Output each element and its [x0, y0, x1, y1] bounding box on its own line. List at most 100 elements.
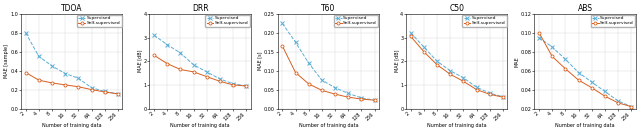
Supervised: [460, 77, 467, 79]
Supervised: [561, 58, 569, 60]
Supervised: [74, 77, 82, 79]
Supervised: [150, 34, 158, 36]
Self-supervised: [22, 72, 29, 73]
Supervised: [371, 99, 378, 101]
Title: TDOA: TDOA: [61, 4, 83, 13]
Supervised: [548, 46, 556, 48]
Line: Self-supervised: Self-supervised: [409, 35, 504, 99]
Self-supervised: [101, 91, 109, 93]
Line: Supervised: Supervised: [409, 31, 504, 98]
Supervised: [499, 96, 507, 97]
Supervised: [446, 70, 454, 71]
Supervised: [189, 64, 197, 66]
Supervised: [318, 79, 326, 81]
Line: Supervised: Supervised: [152, 34, 248, 88]
Supervised: [614, 100, 622, 102]
X-axis label: Number of training data: Number of training data: [42, 123, 102, 128]
Supervised: [22, 32, 29, 34]
Supervised: [344, 93, 352, 94]
Self-supervised: [588, 87, 596, 88]
Self-supervised: [535, 32, 543, 34]
Supervised: [332, 87, 339, 88]
Self-supervised: [74, 86, 82, 88]
Line: Supervised: Supervised: [24, 31, 120, 95]
Supervised: [35, 56, 43, 57]
Self-supervised: [601, 95, 609, 97]
Supervised: [575, 72, 582, 73]
Y-axis label: MAE [dB]: MAE [dB]: [137, 50, 142, 72]
Supervised: [486, 92, 493, 94]
Self-supervised: [35, 79, 43, 81]
Supervised: [588, 81, 596, 83]
X-axis label: Number of training data: Number of training data: [170, 123, 230, 128]
Supervised: [358, 97, 365, 99]
X-axis label: Number of training data: Number of training data: [427, 123, 486, 128]
Legend: Supervised, Self-supervised: Supervised, Self-supervised: [205, 15, 250, 27]
Self-supervised: [292, 72, 300, 73]
Line: Self-supervised: Self-supervised: [152, 54, 248, 88]
Self-supervised: [177, 69, 184, 70]
Line: Supervised: Supervised: [281, 22, 376, 102]
Self-supervised: [561, 68, 569, 70]
Supervised: [229, 83, 237, 84]
Supervised: [114, 93, 122, 95]
Self-supervised: [371, 99, 378, 101]
Supervised: [292, 42, 300, 43]
Supervised: [216, 78, 224, 80]
Self-supervised: [358, 98, 365, 100]
Legend: Supervised, Self-supervised: Supervised, Self-supervised: [334, 15, 378, 27]
Title: DRR: DRR: [192, 4, 209, 13]
Self-supervised: [575, 79, 582, 81]
Supervised: [48, 65, 56, 67]
Self-supervised: [614, 102, 622, 104]
Self-supervised: [114, 93, 122, 95]
Supervised: [407, 32, 415, 34]
Self-supervised: [548, 56, 556, 57]
Legend: Supervised, Self-supervised: Supervised, Self-supervised: [77, 15, 122, 27]
Self-supervised: [318, 89, 326, 91]
Self-supervised: [460, 81, 467, 82]
Self-supervised: [499, 96, 507, 98]
Title: T60: T60: [321, 4, 335, 13]
Supervised: [433, 60, 441, 62]
Self-supervised: [243, 85, 250, 87]
Self-supervised: [433, 64, 441, 66]
Self-supervised: [407, 36, 415, 37]
Self-supervised: [48, 82, 56, 84]
Supervised: [88, 87, 95, 88]
Supervised: [243, 85, 250, 87]
Y-axis label: MAE [dB]: MAE [dB]: [394, 50, 399, 72]
Self-supervised: [305, 83, 312, 85]
Supervised: [535, 37, 543, 38]
Self-supervised: [473, 89, 481, 90]
Legend: Supervised, Self-supervised: Supervised, Self-supervised: [462, 15, 507, 27]
Y-axis label: MAE [sample]: MAE [sample]: [4, 44, 9, 78]
Line: Self-supervised: Self-supervised: [24, 71, 120, 95]
Supervised: [305, 62, 312, 64]
Self-supervised: [189, 71, 197, 73]
Self-supervised: [486, 94, 493, 95]
Self-supervised: [88, 89, 95, 90]
X-axis label: Number of training data: Number of training data: [299, 123, 358, 128]
Self-supervised: [446, 73, 454, 75]
Supervised: [473, 86, 481, 88]
Self-supervised: [332, 93, 339, 95]
Self-supervised: [163, 63, 171, 64]
Self-supervised: [420, 51, 428, 53]
Self-supervised: [627, 106, 635, 107]
Line: Self-supervised: Self-supervised: [281, 45, 376, 102]
Self-supervised: [229, 84, 237, 86]
Supervised: [278, 23, 286, 24]
Supervised: [177, 52, 184, 54]
Supervised: [420, 46, 428, 48]
Supervised: [163, 44, 171, 45]
Supervised: [203, 71, 211, 73]
Line: Supervised: Supervised: [538, 36, 633, 108]
Self-supervised: [344, 96, 352, 98]
Self-supervised: [203, 76, 211, 77]
Self-supervised: [61, 84, 69, 86]
Self-supervised: [150, 55, 158, 56]
Line: Self-supervised: Self-supervised: [538, 31, 633, 108]
Self-supervised: [278, 45, 286, 47]
Title: ABS: ABS: [578, 4, 593, 13]
